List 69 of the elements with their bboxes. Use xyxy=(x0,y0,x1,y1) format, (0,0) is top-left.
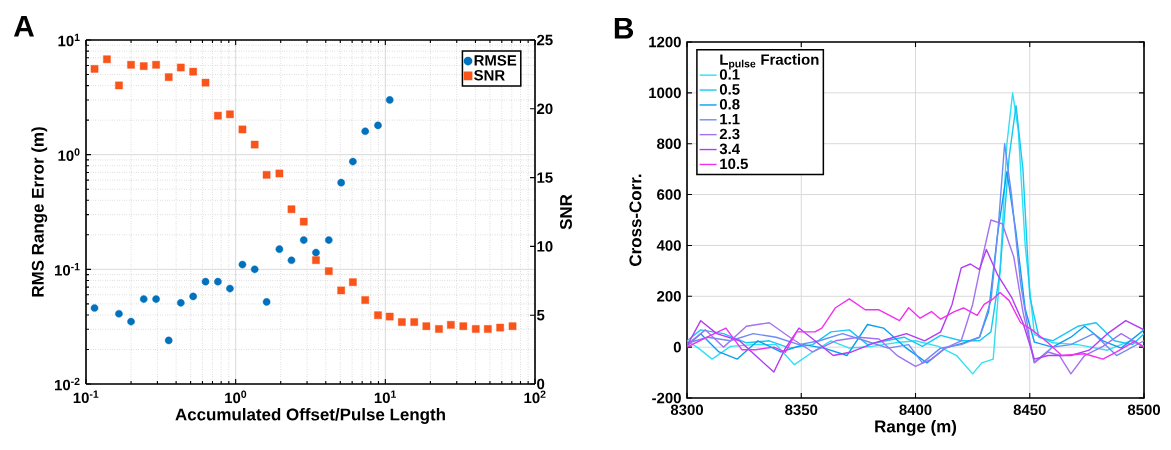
x-tick-label: 10$^{1}$ xyxy=(374,390,396,404)
point xyxy=(189,292,197,301)
legend-title: L$_{pulse}$ Fraction xyxy=(720,53,819,70)
point xyxy=(214,277,222,286)
legend-label: 0.1 xyxy=(719,69,740,80)
y-axis-title: Cross-Corr. xyxy=(629,174,642,266)
x-tick-label: 8400 xyxy=(899,404,932,416)
legend-label: 2.3 xyxy=(719,128,740,140)
point xyxy=(152,295,160,303)
point xyxy=(349,157,357,166)
x-tick-label: 8450 xyxy=(1013,404,1046,416)
y-tick-label: 1200 xyxy=(649,36,681,48)
y-tick-label: 10$^{0}$ xyxy=(58,148,80,161)
point xyxy=(139,295,148,303)
legend-label: 0.8 xyxy=(719,98,740,110)
y-tick-label: 10$^{-2}$ xyxy=(54,377,80,391)
point xyxy=(361,127,370,136)
y-tick-label: 800 xyxy=(657,138,681,149)
x-tick-label: 8300 xyxy=(670,404,703,416)
y2-tick-label: 20 xyxy=(537,103,553,115)
point xyxy=(115,309,123,318)
x-axis-title: Range (m) xyxy=(875,419,957,436)
point xyxy=(262,298,271,306)
x-tick-label: 10$^{0}$ xyxy=(225,390,247,404)
y2-tick-label: 5 xyxy=(536,309,545,321)
x-tick-label: 10$^{-1}$ xyxy=(73,390,99,404)
y-axis-title: RMS Range Error (m) xyxy=(31,127,48,297)
legend-label: SNR xyxy=(474,69,505,81)
legend-label: 10.5 xyxy=(720,158,748,170)
y2-tick-label: 0 xyxy=(537,378,545,390)
point xyxy=(374,121,382,130)
point xyxy=(324,236,333,244)
legend-label: 1.1 xyxy=(720,113,740,125)
point xyxy=(177,299,185,307)
point xyxy=(250,265,259,274)
point xyxy=(127,317,135,326)
point xyxy=(201,277,210,286)
chart-title: A xyxy=(13,15,34,37)
y-tick-label: 1000 xyxy=(649,87,681,99)
x-tick-label: 8350 xyxy=(785,404,818,416)
y2-tick-label: 25 xyxy=(537,34,553,46)
legend-label: 3.4 xyxy=(719,143,740,155)
point xyxy=(287,256,296,265)
y-tick-label: 200 xyxy=(657,290,681,302)
y-tick-label: 600 xyxy=(657,189,681,200)
point xyxy=(238,260,247,269)
y-tick-label: 10$^{-1}$ xyxy=(54,263,80,276)
x-tick-label: 8500 xyxy=(1127,404,1160,416)
chart-title: B xyxy=(614,17,634,39)
point xyxy=(337,178,345,187)
legend-label: 0.5 xyxy=(719,84,740,95)
point xyxy=(275,245,284,253)
y2-tick-label: 10 xyxy=(537,241,553,252)
y2-tick-label: 15 xyxy=(537,172,553,183)
y-tick-label: 400 xyxy=(656,240,681,251)
point xyxy=(299,236,308,244)
y-tick-label: -200 xyxy=(652,392,681,404)
legend-label: RMSE xyxy=(474,55,517,66)
x-axis-title: Accumulated Offset/Pulse Length xyxy=(175,408,445,424)
point xyxy=(226,284,234,293)
point xyxy=(164,336,173,345)
point xyxy=(312,248,320,257)
y2-axis-title: SNR xyxy=(559,194,572,230)
point xyxy=(385,96,394,104)
line-series xyxy=(687,291,1145,360)
x-tick-label: 10$^{2}$ xyxy=(524,390,546,404)
y-tick-label: 10$^{1}$ xyxy=(58,33,80,47)
y-tick-label: 0 xyxy=(673,341,681,353)
line-series xyxy=(687,248,1145,373)
